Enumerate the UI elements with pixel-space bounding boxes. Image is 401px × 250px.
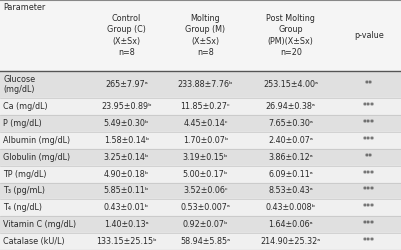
Text: 5.00±0.17ᵇ: 5.00±0.17ᵇ — [183, 170, 228, 178]
Text: 253.15±4.00ᵃ: 253.15±4.00ᵃ — [263, 80, 318, 89]
Bar — [0, 115, 401, 132]
Text: 133.15±25.15ᵇ: 133.15±25.15ᵇ — [96, 237, 157, 246]
Text: ***: *** — [363, 102, 375, 111]
Text: 1.70±0.07ᵇ: 1.70±0.07ᵇ — [183, 136, 228, 145]
Text: Globulin (mg/dL): Globulin (mg/dL) — [3, 153, 70, 162]
Text: ***: *** — [363, 203, 375, 212]
Text: Molting
Group (M)
(X±Sx)
n=8: Molting Group (M) (X±Sx) n=8 — [185, 14, 226, 57]
Text: Post Molting
Group
(PM)(X±Sx)
n=20: Post Molting Group (PM)(X±Sx) n=20 — [266, 14, 315, 57]
Text: 5.49±0.30ᵇ: 5.49±0.30ᵇ — [103, 119, 149, 128]
Text: 0.43±0.008ᵇ: 0.43±0.008ᵇ — [265, 203, 316, 212]
Text: 1.58±0.14ᵇ: 1.58±0.14ᵇ — [104, 136, 149, 145]
Text: 58.94±5.85ᵃ: 58.94±5.85ᵃ — [180, 237, 231, 246]
Text: 0.92±0.07ᵇ: 0.92±0.07ᵇ — [183, 220, 228, 229]
Text: ***: *** — [363, 170, 375, 178]
Text: ***: *** — [363, 119, 375, 128]
Text: T₄ (ng/dL): T₄ (ng/dL) — [3, 203, 42, 212]
Text: 2.40±0.07ᵃ: 2.40±0.07ᵃ — [268, 136, 313, 145]
Bar — [0, 200, 401, 216]
Text: P (mg/dL): P (mg/dL) — [3, 119, 42, 128]
Text: **: ** — [365, 80, 373, 89]
Text: ***: *** — [363, 220, 375, 229]
Text: 5.85±0.11ᵇ: 5.85±0.11ᵇ — [103, 186, 149, 196]
Text: TP (mg/dL): TP (mg/dL) — [3, 170, 47, 178]
Text: Glucose
(mg/dL): Glucose (mg/dL) — [3, 75, 35, 94]
Text: **: ** — [365, 153, 373, 162]
Text: 3.19±0.15ᵇ: 3.19±0.15ᵇ — [183, 153, 228, 162]
Text: 1.40±0.13ᵃ: 1.40±0.13ᵃ — [104, 220, 149, 229]
Text: 23.95±0.89ᵇ: 23.95±0.89ᵇ — [101, 102, 152, 111]
Text: 26.94±0.38ᵃ: 26.94±0.38ᵃ — [266, 102, 316, 111]
Bar — [0, 0, 401, 71]
Text: 3.52±0.06ᶜ: 3.52±0.06ᶜ — [183, 186, 228, 196]
Text: 0.53±0.007ᵃ: 0.53±0.007ᵃ — [180, 203, 231, 212]
Bar — [0, 233, 401, 250]
Text: 0.43±0.01ᵇ: 0.43±0.01ᵇ — [104, 203, 149, 212]
Bar — [0, 98, 401, 115]
Text: 1.64±0.06ᵃ: 1.64±0.06ᵃ — [268, 220, 313, 229]
Text: 11.85±0.27ᶜ: 11.85±0.27ᶜ — [180, 102, 231, 111]
Bar — [0, 149, 401, 166]
Text: Ca (mg/dL): Ca (mg/dL) — [3, 102, 48, 111]
Bar — [0, 182, 401, 200]
Text: 7.65±0.30ᵃ: 7.65±0.30ᵃ — [268, 119, 313, 128]
Text: Vitamin C (mg/dL): Vitamin C (mg/dL) — [3, 220, 76, 229]
Text: 3.25±0.14ᵇ: 3.25±0.14ᵇ — [103, 153, 149, 162]
Text: 265±7.97ᵃ: 265±7.97ᵃ — [105, 80, 148, 89]
Text: p-value: p-value — [354, 31, 384, 40]
Text: 3.86±0.12ᵃ: 3.86±0.12ᵃ — [268, 153, 313, 162]
Bar — [0, 132, 401, 149]
Text: ***: *** — [363, 136, 375, 145]
Bar — [0, 166, 401, 182]
Bar — [0, 216, 401, 233]
Bar — [0, 71, 401, 98]
Text: Catalase (kU/L): Catalase (kU/L) — [3, 237, 65, 246]
Text: 4.45±0.14ᶜ: 4.45±0.14ᶜ — [183, 119, 228, 128]
Text: ***: *** — [363, 186, 375, 196]
Text: Albumin (mg/dL): Albumin (mg/dL) — [3, 136, 70, 145]
Text: 233.88±7.76ᵇ: 233.88±7.76ᵇ — [178, 80, 233, 89]
Text: ***: *** — [363, 237, 375, 246]
Text: 214.90±25.32ᵃ: 214.90±25.32ᵃ — [261, 237, 321, 246]
Text: 6.09±0.11ᵃ: 6.09±0.11ᵃ — [268, 170, 313, 178]
Text: Control
Group (C)
(X±Sx)
n=8: Control Group (C) (X±Sx) n=8 — [107, 14, 146, 57]
Text: 4.90±0.18ᵇ: 4.90±0.18ᵇ — [104, 170, 149, 178]
Text: Parameter: Parameter — [3, 3, 45, 12]
Text: 8.53±0.43ᵃ: 8.53±0.43ᵃ — [268, 186, 313, 196]
Text: T₃ (pg/mL): T₃ (pg/mL) — [3, 186, 45, 196]
